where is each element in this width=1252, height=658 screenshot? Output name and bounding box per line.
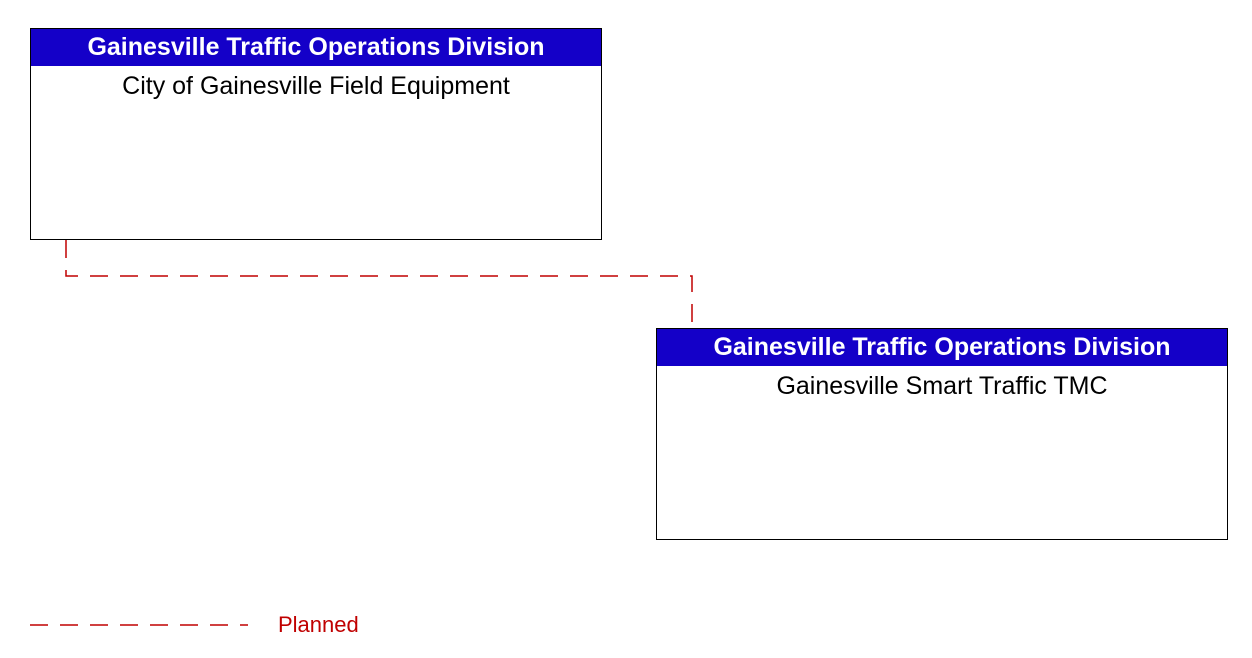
node-field-equipment: Gainesville Traffic Operations Division … [30, 28, 602, 240]
legend: Planned [30, 612, 359, 638]
legend-label: Planned [278, 612, 359, 638]
node-header: Gainesville Traffic Operations Division [31, 29, 601, 66]
legend-line [30, 623, 248, 627]
node-body: Gainesville Smart Traffic TMC [657, 366, 1227, 401]
node-body: City of Gainesville Field Equipment [31, 66, 601, 101]
node-header: Gainesville Traffic Operations Division [657, 329, 1227, 366]
edge-planned-connection [66, 240, 692, 328]
node-smart-traffic-tmc: Gainesville Traffic Operations Division … [656, 328, 1228, 540]
